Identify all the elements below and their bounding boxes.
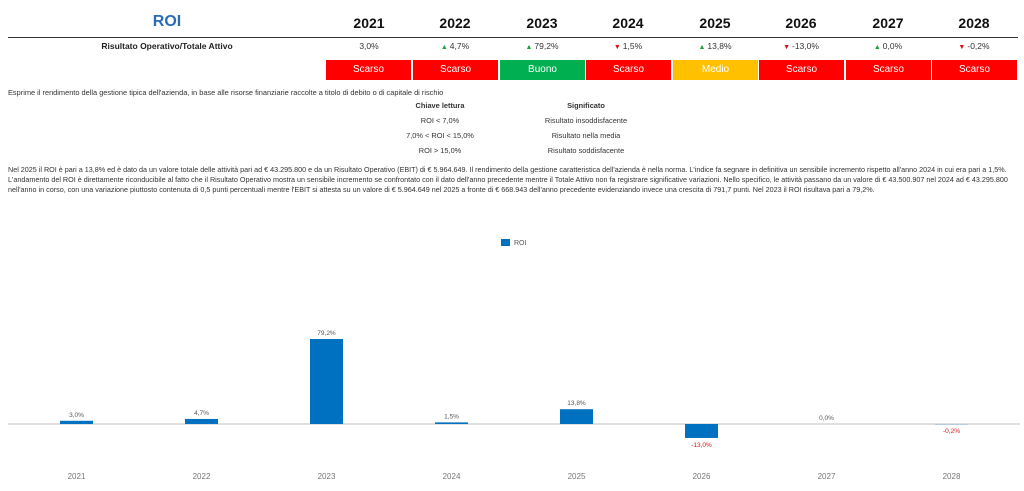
x-tick-label: 2025 xyxy=(568,472,586,481)
reading-meaning-cell: Risultato insoddisfacente xyxy=(544,116,628,125)
year-header: 2027 xyxy=(872,15,904,31)
year-header: 2028 xyxy=(958,15,990,31)
data-label: -0,2% xyxy=(943,428,960,435)
bar xyxy=(560,409,593,424)
trend-icon: ▼ xyxy=(783,44,790,51)
data-label: -13,0% xyxy=(691,442,712,449)
description-text: Esprime il rendimento della gestione tip… xyxy=(8,88,444,97)
year-header: 2026 xyxy=(785,15,817,31)
reading-key-cell: ROI > 15,0% xyxy=(418,146,462,155)
bar xyxy=(60,420,93,424)
indicator-value: ▲ 13,8% xyxy=(698,41,732,51)
year-header: 2023 xyxy=(526,15,558,31)
rating-badge: Scarso xyxy=(932,60,1017,80)
bar xyxy=(435,422,468,424)
legend-label: ROI xyxy=(514,240,527,247)
rating-badge: Buono xyxy=(500,60,585,80)
indicator-value: ▼ 1,5% xyxy=(613,41,643,51)
bar xyxy=(310,339,343,424)
indicator-row: Risultato Operativo/Totale Attivo 3,0% ▲… xyxy=(0,41,1024,54)
reading-meaning-header: Significato xyxy=(567,101,605,110)
header-row: ROI 2021 2022 2023 2024 2025 2026 2027 2… xyxy=(0,0,1024,38)
indicator-label: Risultato Operativo/Totale Attivo xyxy=(101,41,233,51)
bar xyxy=(685,424,718,438)
reading-key-cell: 7,0% < ROI < 15,0% xyxy=(406,131,474,140)
trend-icon: ▲ xyxy=(698,44,706,51)
x-tick-label: 2024 xyxy=(443,472,461,481)
analysis-paragraph: Nel 2025 il ROI è pari a 13,8% ed è dato… xyxy=(8,165,1008,195)
data-label: 0,0% xyxy=(819,415,834,422)
bar xyxy=(185,418,218,424)
trend-icon: ▼ xyxy=(613,44,621,51)
data-label: 3,0% xyxy=(69,412,84,419)
year-header: 2021 xyxy=(353,15,385,31)
rating-badge: Scarso xyxy=(326,60,411,80)
rating-badge: Medio xyxy=(673,60,758,80)
indicator-value: ▲ 79,2% xyxy=(525,41,559,51)
reading-meaning-cell: Risultato nella media xyxy=(551,131,621,140)
reading-key-cell: ROI < 7,0% xyxy=(420,116,460,125)
header-divider xyxy=(8,37,1018,38)
x-tick-label: 2026 xyxy=(693,472,711,481)
data-label: 79,2% xyxy=(317,330,336,337)
indicator-value: 3,0% xyxy=(359,41,379,51)
reading-key-header: Chiave lettura xyxy=(415,101,465,110)
indicator-value: ▲ 4,7% xyxy=(440,41,470,51)
reading-meaning-cell: Risultato soddisfacente xyxy=(547,146,625,155)
x-tick-label: 2027 xyxy=(818,472,836,481)
year-header: 2025 xyxy=(699,15,731,31)
indicator-value: ▲ 0,0% xyxy=(873,41,903,51)
rating-badge: Scarso xyxy=(846,60,931,80)
x-tick-label: 2028 xyxy=(943,472,961,481)
x-tick-label: 2023 xyxy=(318,472,336,481)
trend-icon: ▲ xyxy=(440,44,448,51)
indicator-value: ▼ -13,0% xyxy=(783,41,819,51)
rating-badge: Scarso xyxy=(586,60,671,80)
x-tick-label: 2021 xyxy=(68,472,86,481)
trend-icon: ▼ xyxy=(958,44,966,51)
year-header: 2024 xyxy=(612,15,644,31)
trend-icon: ▲ xyxy=(525,44,533,51)
data-label: 4,7% xyxy=(194,410,209,417)
indicator-value: ▼ -0,2% xyxy=(958,41,990,51)
x-tick-label: 2022 xyxy=(193,472,211,481)
rating-badge: Scarso xyxy=(759,60,844,80)
data-label: 13,8% xyxy=(567,400,586,407)
trend-icon: ▲ xyxy=(873,44,881,51)
rating-badge: Scarso xyxy=(413,60,498,80)
data-label: 1,5% xyxy=(444,413,459,420)
legend-swatch xyxy=(501,239,510,246)
year-header: 2022 xyxy=(439,15,471,31)
page-title: ROI xyxy=(152,13,182,30)
